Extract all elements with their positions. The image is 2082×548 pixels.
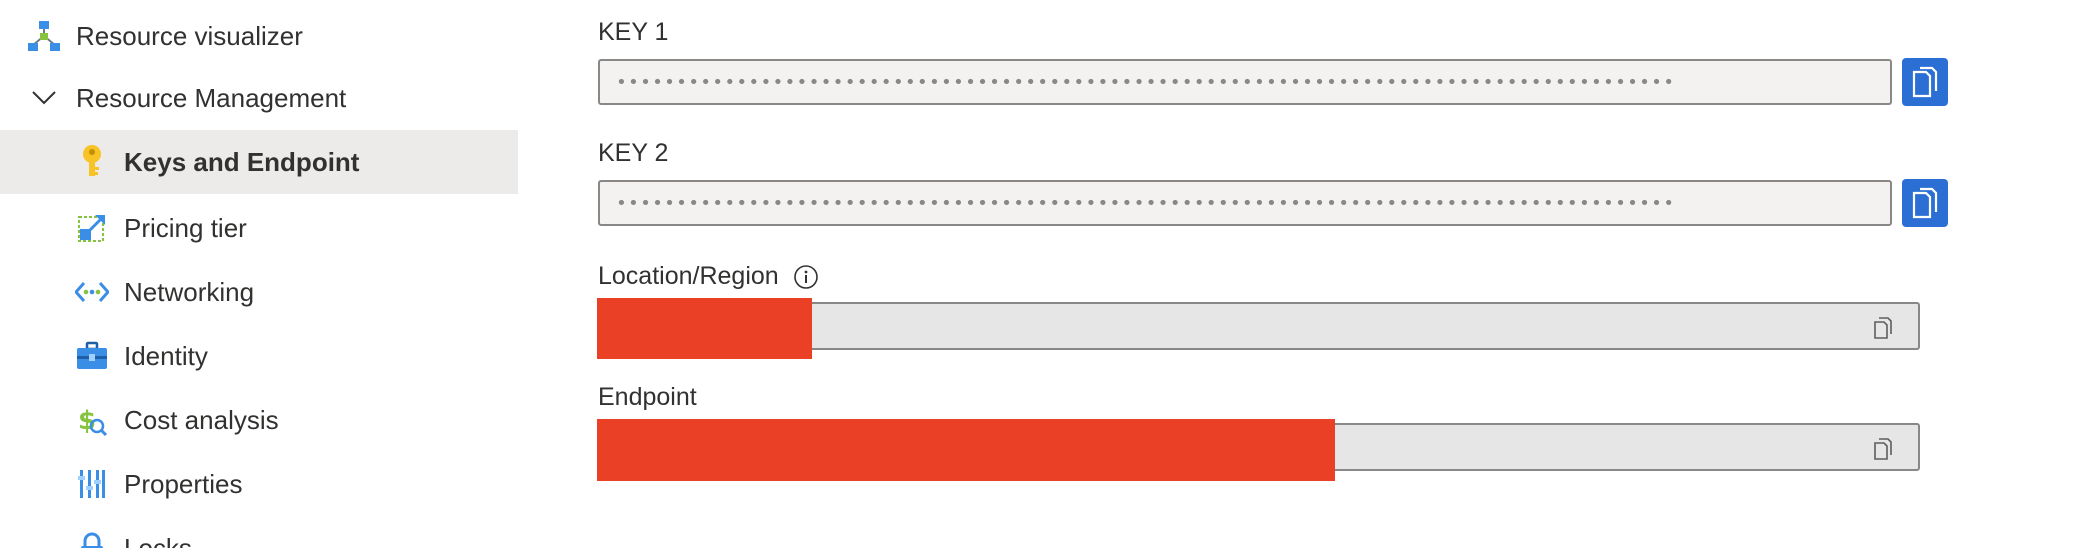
copy-key2-button[interactable] (1902, 179, 1948, 227)
key1-masked-value: ••••••••••••••••••••••••••••••••••••••••… (616, 71, 1676, 93)
endpoint-label: Endpoint (598, 383, 697, 411)
copy-key1-button[interactable] (1902, 58, 1948, 106)
chevron-down-icon (26, 80, 62, 116)
sidebar-item-label: Pricing tier (124, 212, 247, 243)
redaction-overlay (597, 298, 812, 359)
copy-icon (1912, 66, 1938, 98)
info-icon[interactable] (793, 264, 819, 290)
lock-icon (74, 530, 110, 548)
key2-masked-value: ••••••••••••••••••••••••••••••••••••••••… (616, 192, 1676, 214)
redaction-overlay (597, 419, 1335, 481)
sidebar-item-pricing-tier[interactable]: Pricing tier (0, 196, 518, 260)
properties-icon (74, 466, 110, 502)
resource-visualizer-icon (26, 18, 62, 54)
location-region-label: Location/Region (598, 262, 819, 291)
sidebar-item-label: Properties (124, 468, 243, 499)
key-icon (74, 144, 110, 180)
sidebar: Resource visualizer Resource Management (0, 0, 518, 548)
sidebar-group-label: Resource Management (76, 82, 347, 113)
sidebar-item-keys-and-endpoint[interactable]: Keys and Endpoint (0, 130, 518, 194)
sidebar-item-locks[interactable]: Locks (0, 516, 518, 548)
sidebar-item-cost-analysis[interactable]: $ Cost analysis (0, 388, 518, 452)
sidebar-item-label: Locks (124, 532, 192, 548)
key2-label: KEY 2 (598, 139, 669, 167)
sidebar-item-resource-visualizer[interactable]: Resource visualizer (0, 4, 518, 68)
sidebar-item-label: Networking (124, 276, 255, 307)
sidebar-item-networking[interactable]: Networking (0, 260, 518, 324)
key2-field[interactable]: ••••••••••••••••••••••••••••••••••••••••… (598, 180, 1892, 226)
key1-label: KEY 1 (598, 18, 669, 46)
copy-icon (1912, 187, 1938, 219)
sidebar-item-properties[interactable]: Properties (0, 452, 518, 516)
copy-icon[interactable] (1872, 316, 1896, 340)
sidebar-group-resource-management[interactable]: Resource Management (0, 66, 518, 130)
sidebar-item-label: Cost analysis (124, 404, 279, 435)
networking-icon (74, 274, 110, 310)
sidebar-item-identity[interactable]: Identity (0, 324, 518, 388)
pricing-tier-icon (74, 210, 110, 246)
cost-analysis-icon: $ (74, 402, 110, 438)
sidebar-item-label: Identity (124, 340, 208, 371)
sidebar-item-label: Resource visualizer (76, 20, 303, 51)
location-region-field[interactable] (598, 302, 1920, 350)
identity-icon (74, 338, 110, 374)
key1-field[interactable]: ••••••••••••••••••••••••••••••••••••••••… (598, 59, 1892, 105)
copy-icon[interactable] (1872, 437, 1896, 461)
sidebar-item-label: Keys and Endpoint (124, 146, 360, 177)
